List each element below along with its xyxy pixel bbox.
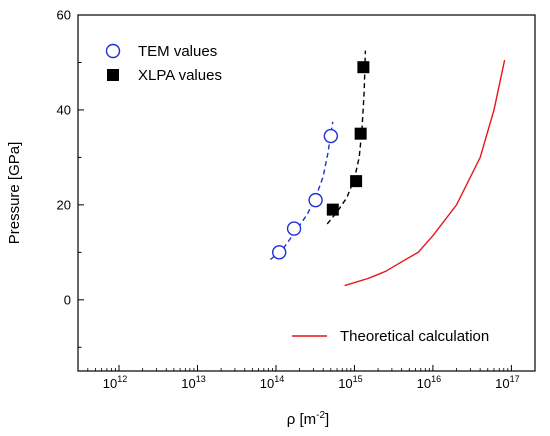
legend-tem-marker [105,43,121,59]
x-tick-label: 1013 [181,374,205,391]
x-axis-title-close: ] [325,411,329,428]
xlpa-point [350,175,363,188]
x-tick-label-base: 10 [103,376,117,391]
y-tick-label: 20 [57,197,71,212]
x-axis-title-base: ρ [m [287,411,316,428]
y-tick-label: 60 [57,8,71,23]
xlpa-point [357,61,370,74]
tem-point [308,192,323,208]
x-tick-label: 1014 [260,374,284,391]
plot-frame [77,14,536,372]
tem-point [323,128,339,144]
y-tick-label: 0 [64,292,71,307]
tem-point [272,245,287,260]
y-tick-label: 40 [57,102,71,117]
x-axis-title: ρ [m-2] [287,410,329,428]
legend-xlpa-label: XLPA values [138,67,222,84]
tem-point [286,221,302,236]
x-tick-label-exp: 14 [274,374,284,384]
x-tick-label-base: 10 [181,376,195,391]
x-tick-label-base: 10 [417,376,431,391]
x-tick-label-exp: 17 [510,374,520,384]
x-tick-label-exp: 15 [353,374,363,384]
legend-xlpa-marker [107,69,119,81]
x-tick-label: 1015 [338,374,362,391]
x-tick-label-base: 10 [260,376,274,391]
x-tick-label-exp: 12 [117,374,127,384]
legend-tem-label: TEM values [138,43,217,60]
x-tick-label-base: 10 [495,376,509,391]
xlpa-point [326,203,339,216]
fit-curve [269,121,334,261]
x-tick-label-base: 10 [338,376,352,391]
x-tick-label: 1017 [495,374,519,391]
x-tick-label: 1012 [103,374,127,391]
x-tick-label-exp: 13 [196,374,206,384]
series-layer [269,50,506,287]
x-tick-label-exp: 16 [431,374,441,384]
y-axis-title: Pressure [GPa] [6,142,23,245]
theory-line [344,59,506,287]
x-axis-title-sup: -2 [316,410,325,421]
legend: TEM values XLPA values Theoretical calcula… [105,43,489,345]
xlpa-point [354,127,367,140]
legend-theory-label: Theoretical calculation [340,328,489,345]
x-tick-label: 1016 [417,374,441,391]
